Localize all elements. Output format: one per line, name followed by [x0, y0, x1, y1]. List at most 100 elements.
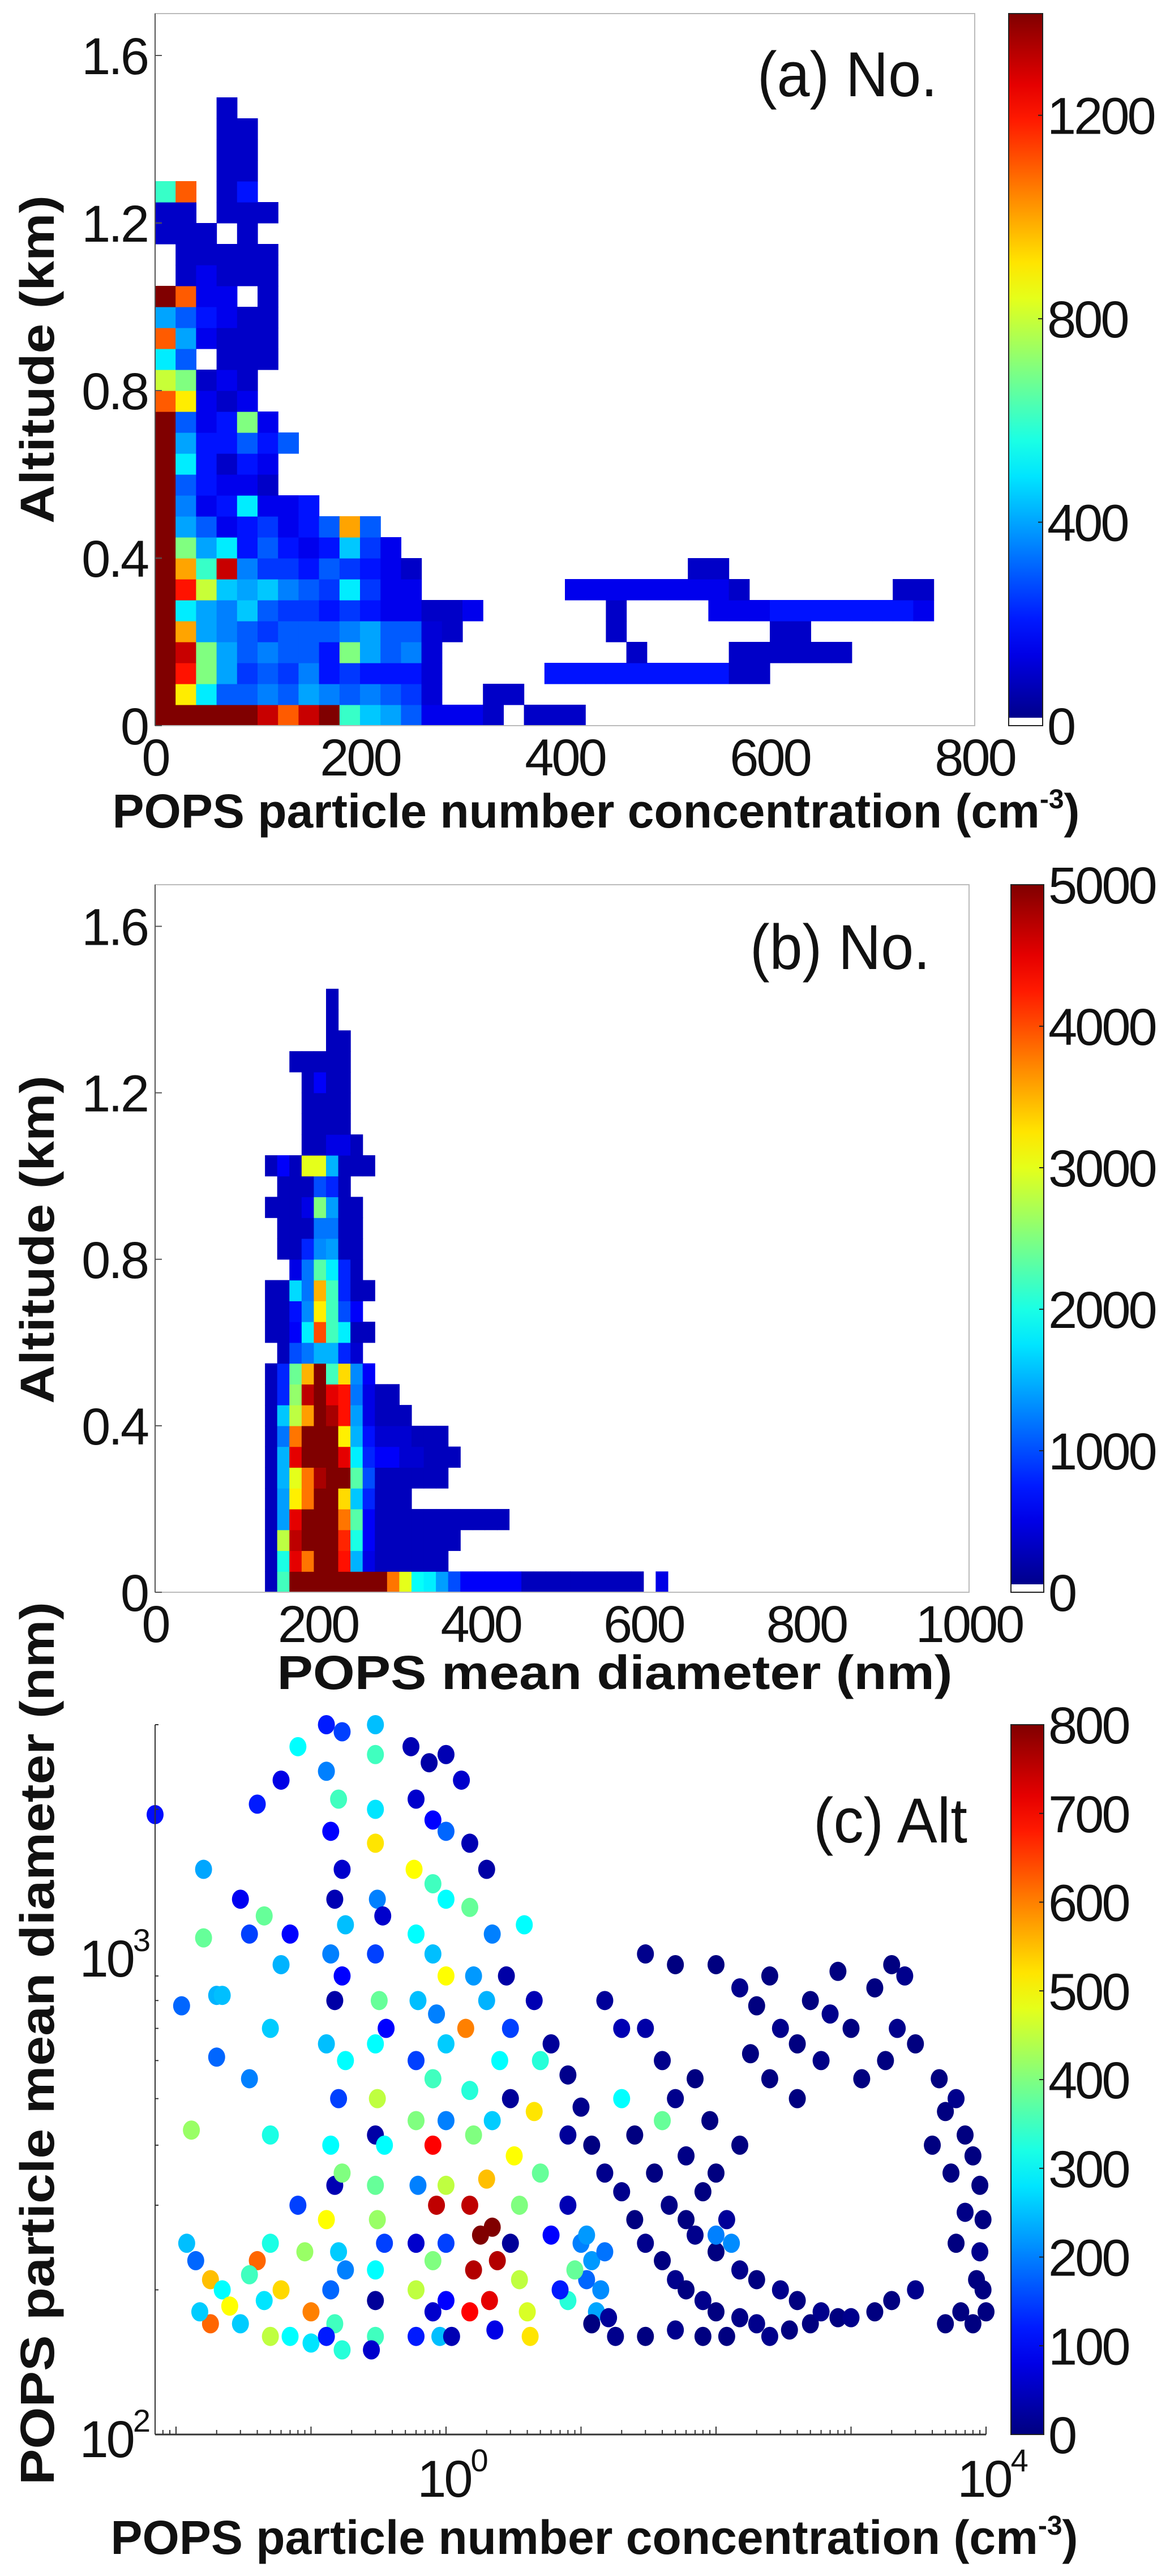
heatmap-cell	[325, 1197, 339, 1218]
heatmap-cell	[607, 1571, 620, 1593]
heatmap-cell	[708, 579, 730, 601]
heatmap-cell	[594, 1571, 607, 1593]
heatmap-cell	[387, 1384, 400, 1405]
heatmap-cell	[626, 663, 648, 684]
heatmap-cell	[258, 265, 278, 286]
heatmap-cell	[216, 244, 238, 265]
heatmap-cell	[196, 600, 217, 622]
scatter-point	[964, 2146, 982, 2166]
scatter-point	[667, 2089, 684, 2108]
heatmap-cell	[301, 1508, 315, 1531]
colorbar	[1010, 1724, 1044, 2435]
heatmap-cell	[749, 642, 770, 663]
heatmap-cell	[485, 1571, 498, 1593]
heatmap-cell	[277, 1363, 290, 1385]
heatmap-cell	[155, 537, 176, 559]
heatmap-cell	[289, 1218, 302, 1239]
heatmap-cell	[325, 1176, 339, 1198]
scatter-point	[187, 2251, 204, 2270]
heatmap-cell	[436, 1508, 449, 1531]
colorbar-tick-label: 0	[1048, 1565, 1075, 1622]
heatmap-cell	[289, 1550, 302, 1572]
heatmap-cell	[770, 621, 791, 642]
heatmap-cell	[175, 412, 196, 433]
heatmap-cell	[325, 1092, 339, 1115]
heatmap-cell	[442, 600, 463, 622]
heatmap-cell	[314, 1280, 327, 1301]
heatmap-cell	[301, 1529, 315, 1551]
heatmap-cell	[483, 684, 504, 705]
heatmap-cell	[277, 1508, 290, 1531]
scatter-point	[889, 2018, 906, 2038]
heatmap-cell	[387, 1425, 400, 1447]
scatter-point	[183, 2120, 200, 2140]
heatmap-cell	[175, 495, 196, 517]
heatmap-cell	[216, 600, 238, 622]
heatmap-cell	[258, 537, 278, 559]
scatter-point	[542, 2225, 560, 2245]
scatter-point	[367, 1715, 384, 1734]
heatmap-cell	[298, 579, 320, 601]
heatmap-cell	[258, 516, 278, 538]
heatmap-cell	[448, 1446, 461, 1468]
scatter-point	[408, 2326, 425, 2346]
scatter-point	[202, 2314, 219, 2334]
heatmap-cell	[399, 1467, 412, 1489]
heatmap-cell	[708, 663, 730, 684]
heatmap-cell	[155, 684, 176, 705]
scatter-point	[424, 2302, 442, 2322]
heatmap-cell	[155, 391, 176, 412]
heatmap-cell	[237, 642, 258, 663]
colorbar-below-min	[1009, 718, 1042, 725]
scatter-point	[289, 2195, 307, 2215]
heatmap-cell	[314, 1071, 327, 1094]
heatmap-cell	[338, 1508, 351, 1531]
y-tick-label: 1.2	[82, 195, 147, 253]
heatmap-cell	[338, 1051, 351, 1073]
heatmap-cell	[362, 1384, 375, 1405]
heatmap-cell	[216, 181, 238, 203]
scatter-point	[248, 1794, 266, 1814]
heatmap-cell	[277, 1384, 290, 1405]
scatter-point	[971, 2175, 989, 2195]
scatter-point	[802, 1991, 819, 2011]
scatter-point	[461, 2081, 478, 2101]
scatter-point	[942, 2163, 960, 2183]
heatmap-cell	[237, 307, 258, 328]
heatmap-cell	[277, 1238, 290, 1260]
heatmap-cell	[298, 558, 320, 580]
heatmap-cell	[301, 1446, 315, 1468]
heatmap-cell	[265, 1425, 278, 1447]
heatmap-cell	[314, 1113, 327, 1135]
heatmap-cell	[436, 1425, 449, 1447]
heatmap-cell	[265, 1301, 278, 1322]
heatmap-cell	[258, 663, 278, 684]
heatmap-cell	[387, 1550, 400, 1572]
heatmap-cell	[339, 537, 361, 559]
heatmap-cell	[278, 516, 299, 538]
heatmap-cell	[298, 495, 320, 517]
scatter-point	[318, 2210, 335, 2230]
scatter-point	[318, 1761, 335, 1781]
heatmap-cell	[175, 202, 196, 224]
scatter-point	[626, 2125, 644, 2145]
heatmap-cell	[314, 1529, 327, 1551]
heatmap-cell	[338, 1384, 351, 1405]
heatmap-cell	[380, 621, 401, 642]
x-tick-label: 200	[278, 1596, 358, 1653]
scatter-point	[748, 2270, 765, 2290]
heatmap-cell	[216, 558, 238, 580]
scatter-points	[147, 1715, 995, 2360]
heatmap-cell	[301, 1155, 315, 1177]
heatmap-cell	[265, 1405, 278, 1426]
heatmap-cell	[360, 558, 381, 580]
heatmap-cell	[237, 349, 258, 370]
heatmap-cell	[362, 1571, 375, 1593]
heatmap-cell	[175, 516, 196, 538]
scatter-point	[367, 2260, 384, 2280]
heatmap-cell	[277, 1176, 290, 1198]
heatmap-cell	[289, 1301, 302, 1322]
heatmap-cell	[606, 600, 627, 622]
heatmap-cell	[362, 1280, 375, 1301]
scatter-point	[877, 2051, 894, 2071]
